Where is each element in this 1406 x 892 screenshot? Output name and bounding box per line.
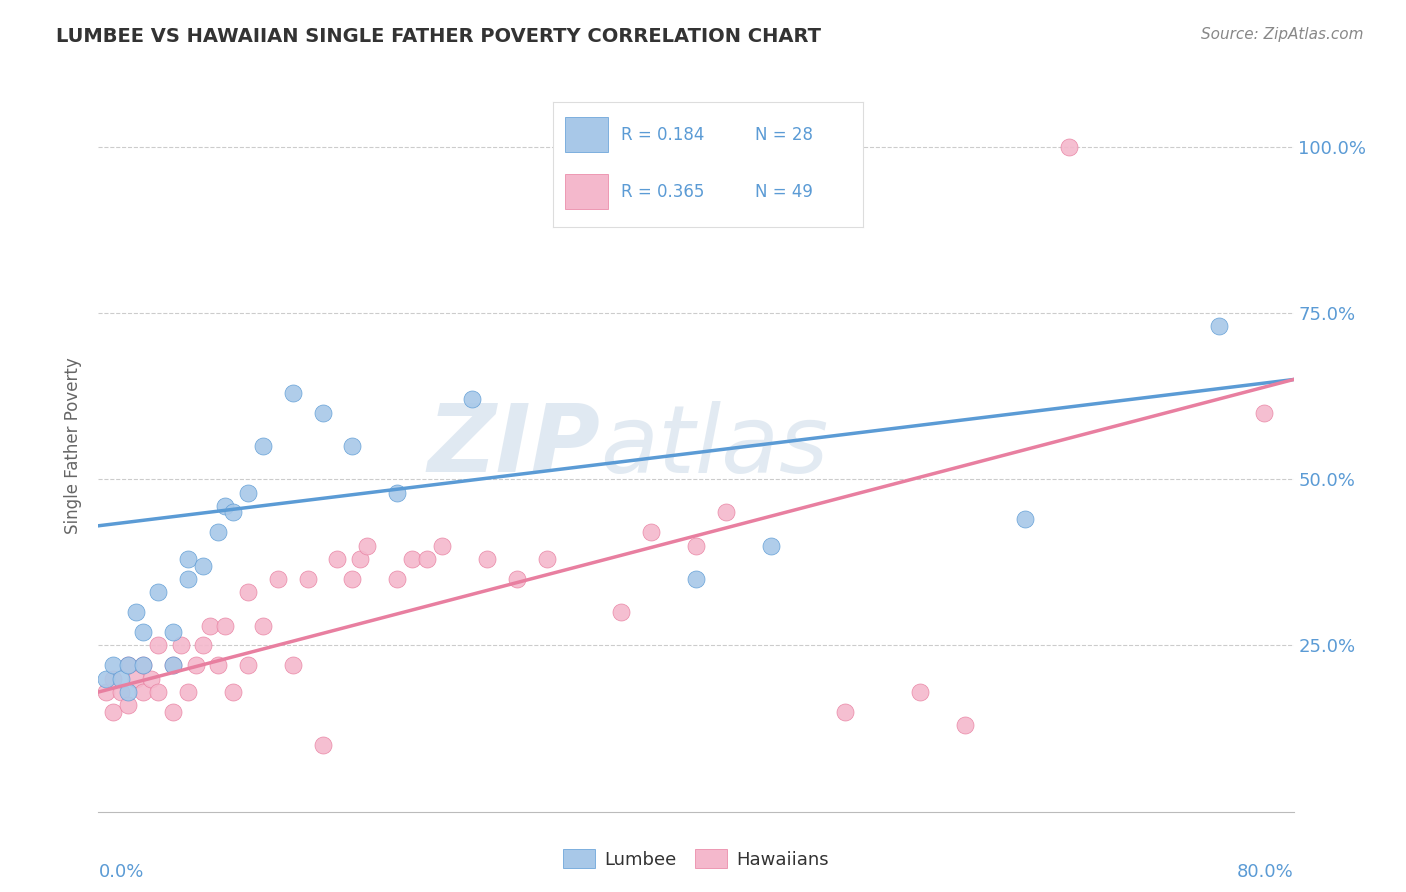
Point <box>356 539 378 553</box>
Point <box>117 685 139 699</box>
Point <box>685 572 707 586</box>
Point <box>759 539 782 553</box>
Point <box>132 658 155 673</box>
Point <box>103 658 125 673</box>
Point <box>214 499 236 513</box>
Point <box>475 552 498 566</box>
Point <box>430 539 453 553</box>
Point <box>685 539 707 553</box>
Point <box>132 685 155 699</box>
Point <box>139 672 162 686</box>
Point <box>207 525 229 540</box>
Point <box>610 605 633 619</box>
Text: ZIP: ZIP <box>427 400 600 492</box>
Point <box>222 506 245 520</box>
Point <box>94 672 117 686</box>
Point <box>236 585 259 599</box>
Point <box>200 618 222 632</box>
Point <box>222 685 245 699</box>
Point <box>177 552 200 566</box>
Point <box>117 658 139 673</box>
Point <box>214 618 236 632</box>
Point <box>1253 406 1275 420</box>
Text: Source: ZipAtlas.com: Source: ZipAtlas.com <box>1201 27 1364 42</box>
Point <box>714 506 737 520</box>
Point <box>117 658 139 673</box>
Point <box>162 705 184 719</box>
Point <box>401 552 423 566</box>
Point <box>207 658 229 673</box>
Point <box>506 572 529 586</box>
Point <box>125 605 148 619</box>
Point <box>297 572 319 586</box>
Point <box>132 658 155 673</box>
Point <box>1059 140 1081 154</box>
Point <box>953 718 976 732</box>
Point <box>103 672 125 686</box>
Legend: Lumbee, Hawaiians: Lumbee, Hawaiians <box>555 842 837 876</box>
Point <box>236 485 259 500</box>
Point <box>342 572 364 586</box>
Point <box>281 658 304 673</box>
Point <box>162 625 184 640</box>
Point <box>252 439 274 453</box>
Point <box>349 552 371 566</box>
Point <box>311 738 333 752</box>
Point <box>834 705 856 719</box>
Point <box>640 525 662 540</box>
Point <box>103 705 125 719</box>
Point <box>125 672 148 686</box>
Point <box>169 639 191 653</box>
Point <box>342 439 364 453</box>
Point <box>191 558 214 573</box>
Point <box>177 685 200 699</box>
Point <box>162 658 184 673</box>
Point <box>1208 319 1230 334</box>
Point <box>1014 512 1036 526</box>
Point <box>326 552 349 566</box>
Point <box>385 572 409 586</box>
Point <box>536 552 558 566</box>
Point <box>252 618 274 632</box>
Point <box>236 658 259 673</box>
Point <box>416 552 439 566</box>
Point <box>461 392 484 407</box>
Point <box>184 658 207 673</box>
Point <box>110 672 132 686</box>
Point <box>177 572 200 586</box>
Text: atlas: atlas <box>600 401 828 491</box>
Point <box>311 406 333 420</box>
Text: 0.0%: 0.0% <box>98 863 143 881</box>
Point <box>117 698 139 713</box>
Point <box>162 658 184 673</box>
Point <box>132 625 155 640</box>
Point <box>94 685 117 699</box>
Point <box>385 485 409 500</box>
Text: LUMBEE VS HAWAIIAN SINGLE FATHER POVERTY CORRELATION CHART: LUMBEE VS HAWAIIAN SINGLE FATHER POVERTY… <box>56 27 821 45</box>
Y-axis label: Single Father Poverty: Single Father Poverty <box>65 358 83 534</box>
Point <box>148 585 170 599</box>
Point <box>191 639 214 653</box>
Point <box>908 685 931 699</box>
Point <box>267 572 290 586</box>
Point <box>148 685 170 699</box>
Point <box>281 385 304 400</box>
Point <box>148 639 170 653</box>
Text: 80.0%: 80.0% <box>1237 863 1294 881</box>
Point <box>110 685 132 699</box>
